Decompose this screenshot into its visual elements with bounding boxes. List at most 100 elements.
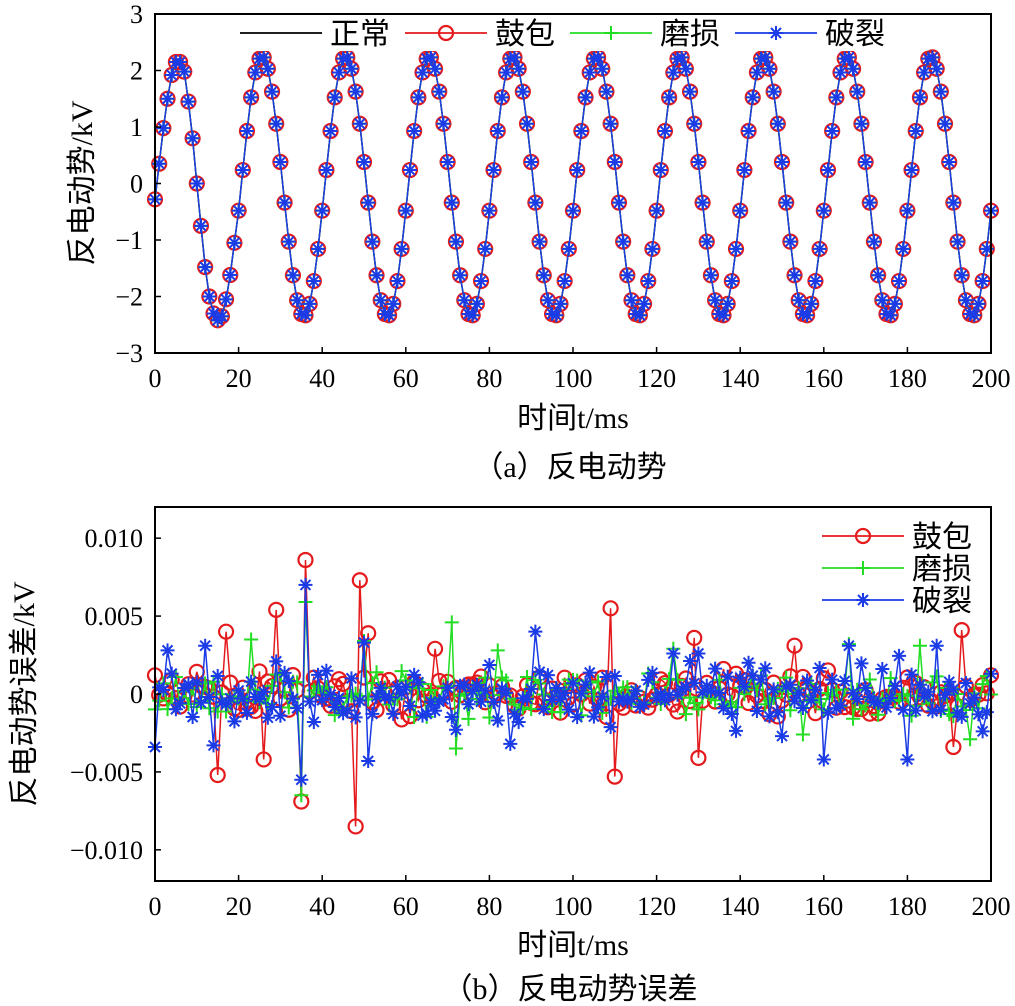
panel-a-point <box>423 50 438 65</box>
panel-a-ticks: 0 20 40 60 80 100 120 140 160 180 200 3 2 1 0 −1 −2 −3 <box>115 0 1010 393</box>
panel-b-point <box>653 686 668 701</box>
panel-a-point <box>315 203 330 218</box>
panel-b-point <box>361 754 376 769</box>
panel-b-point <box>244 674 259 689</box>
panel-b-point <box>816 752 831 767</box>
panel-b-point <box>469 677 484 692</box>
panel-b-legend-label: 磨损 <box>912 553 972 586</box>
panel-a-legend-marker <box>437 24 455 42</box>
panel-a-line <box>154 56 992 322</box>
panel-a-point <box>783 234 798 249</box>
panel-a-point <box>946 195 961 210</box>
panel-a-xtick-label: 160 <box>804 364 843 393</box>
panel-a-point <box>942 154 957 169</box>
panel-b-point <box>925 704 940 719</box>
panel-b-point <box>357 635 371 650</box>
panel-b-xlabel: 时间t/ms <box>517 929 629 962</box>
panel-b-point <box>716 701 731 716</box>
panel-b-point <box>708 661 723 676</box>
panel-b-point <box>210 668 225 683</box>
panel-b-ytick-label: 0.005 <box>85 602 144 631</box>
panel-b-xtick-label: 140 <box>721 892 760 921</box>
panel-a-legend-item: 鼓包 <box>403 15 565 51</box>
panel-a-ytick-label: 3 <box>130 0 143 29</box>
panel-a-ytick-label: 2 <box>130 57 143 86</box>
panel-b-point <box>929 638 944 653</box>
panel-b-point <box>260 710 275 725</box>
panel-b-point <box>285 691 300 706</box>
panel-a-point <box>553 296 568 311</box>
panel-b-point <box>758 661 773 676</box>
panel-a-point <box>336 51 351 66</box>
panel-b-point <box>645 665 660 680</box>
panel-b-legend-item: 鼓包 <box>818 520 984 554</box>
panel-a-point <box>273 154 288 169</box>
panel-b-point <box>662 688 677 703</box>
panel-b-point <box>423 683 438 697</box>
panel-a-point <box>244 90 259 105</box>
panel-a-line <box>154 56 992 322</box>
panel-b-point <box>423 694 438 709</box>
panel-a-point <box>352 116 367 131</box>
panel-b-point <box>382 690 397 705</box>
panel-a-caption: （a）反电动势 <box>473 451 666 484</box>
panel-a-point <box>327 90 342 105</box>
panel-b-point <box>795 727 810 742</box>
panel-b-point <box>733 670 748 685</box>
panel-b-point <box>775 729 789 744</box>
panel-a-point <box>511 61 526 76</box>
panel-a-point <box>382 308 397 323</box>
panel-a-point <box>193 218 208 233</box>
panel-a-point <box>841 50 856 65</box>
panel-b-legend-marker <box>854 527 872 545</box>
panel-a-point <box>524 154 539 169</box>
panel-a-point <box>561 241 576 256</box>
panel-a-point <box>611 195 626 210</box>
panel-b-point <box>938 687 953 702</box>
panel-a-point <box>963 306 978 321</box>
panel-b-point <box>255 751 272 768</box>
panel-a-point <box>637 296 652 311</box>
panel-b-point <box>786 637 803 654</box>
panel-b-point <box>971 707 986 722</box>
panel-a-point <box>549 308 564 323</box>
panel-a-point <box>616 234 631 249</box>
panel-b-point <box>846 685 861 700</box>
panel-a-point <box>285 268 300 283</box>
panel-a-point <box>202 289 217 304</box>
panel-b-point <box>393 711 410 728</box>
panel-a-point <box>582 65 597 80</box>
panel-a-point <box>474 274 489 289</box>
panel-b-point <box>277 685 292 700</box>
panel-b-series-3 <box>148 577 998 787</box>
panel-b-point <box>160 643 175 658</box>
panel-b-point <box>490 713 505 728</box>
panel-b-point <box>712 686 727 701</box>
panel-a-point <box>198 260 213 275</box>
panel-b-point <box>566 676 580 691</box>
panel-a-point <box>917 65 932 80</box>
panel-b-ytick-label: −0.010 <box>70 836 143 865</box>
panel-b-point <box>252 692 267 707</box>
panel-a-point <box>440 154 455 169</box>
panel-b-point <box>298 577 313 592</box>
panel-a-point <box>461 306 476 321</box>
panel-b-point <box>666 646 681 661</box>
panel-b-point <box>561 702 576 717</box>
panel-b-point <box>198 676 213 691</box>
panel-b-point <box>482 657 497 672</box>
panel-a-point <box>979 241 994 256</box>
panel-a-point <box>741 123 756 138</box>
panel-b-point <box>833 698 848 713</box>
panel-b-point <box>641 672 656 687</box>
panel-b-point <box>168 702 183 717</box>
panel-b-point <box>214 695 229 710</box>
panel-a-point <box>632 308 647 323</box>
panel-b-point <box>351 572 368 589</box>
panel-b-point <box>624 692 639 707</box>
panel-a-point <box>177 64 192 79</box>
panel-b-point <box>825 672 840 687</box>
panel-a-point <box>402 163 417 178</box>
panel-b-point <box>173 696 188 711</box>
panel-b-point <box>265 678 280 693</box>
